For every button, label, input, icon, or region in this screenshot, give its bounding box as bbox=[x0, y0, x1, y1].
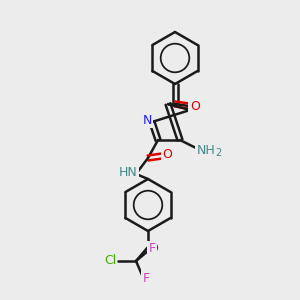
Text: O: O bbox=[189, 100, 199, 112]
Text: 2: 2 bbox=[215, 148, 221, 158]
Text: O: O bbox=[148, 242, 158, 256]
Text: F: F bbox=[148, 242, 156, 256]
Text: NH: NH bbox=[196, 143, 215, 157]
Text: F: F bbox=[142, 272, 150, 284]
Text: O: O bbox=[190, 100, 200, 112]
Text: Cl: Cl bbox=[104, 254, 116, 268]
Text: O: O bbox=[162, 148, 172, 161]
Text: HN: HN bbox=[118, 166, 137, 178]
Text: N: N bbox=[142, 113, 152, 127]
